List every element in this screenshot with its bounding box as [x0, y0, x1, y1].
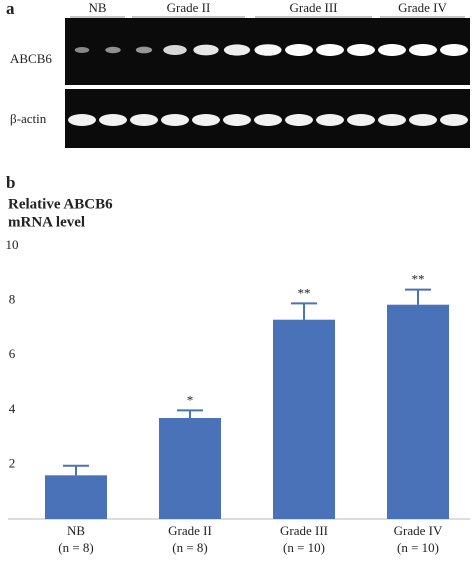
y-tick-label: 8 [9, 292, 16, 307]
x-tick-label: Grade II [168, 523, 212, 538]
group-label: Grade II [167, 0, 211, 15]
significance: ** [412, 272, 425, 287]
band [440, 44, 468, 56]
error-bar [291, 302, 317, 320]
band [99, 114, 127, 126]
band [105, 46, 121, 54]
group-label: Grade III [290, 0, 338, 15]
x-tick-note: (n = 10) [397, 540, 439, 555]
group-header-bg [132, 0, 245, 17]
band [130, 114, 158, 126]
group-header-bg [255, 0, 372, 17]
band [316, 114, 344, 126]
group-header-bg [380, 0, 465, 17]
bar [45, 475, 107, 519]
error-bar [63, 464, 89, 476]
band [316, 44, 344, 56]
band [440, 114, 468, 126]
x-tick-note: (n = 8) [172, 540, 208, 555]
band [223, 114, 251, 126]
x-tick-label: Grade III [280, 523, 328, 538]
significance: * [187, 392, 194, 407]
band [163, 45, 187, 55]
row-label: β-actin [10, 111, 47, 126]
band [192, 114, 220, 126]
band [378, 114, 406, 126]
group-label: NB [88, 0, 106, 15]
band [254, 44, 282, 56]
band [285, 114, 313, 126]
x-tick-note: (n = 8) [58, 540, 94, 555]
group-header-bg [70, 0, 125, 17]
y-tick-label: 6 [9, 346, 16, 361]
band [409, 114, 437, 126]
band [135, 46, 153, 54]
band [223, 44, 251, 56]
significance: ** [298, 285, 311, 300]
band [409, 44, 437, 56]
axis-title: mRNA level [8, 214, 85, 230]
row-label: ABCB6 [10, 51, 52, 66]
band [347, 114, 375, 126]
x-tick-label: NB [67, 523, 85, 538]
axis-title: Relative ABCB6 [8, 196, 113, 212]
bar [387, 304, 449, 519]
band [193, 44, 219, 56]
group-label: Grade IV [398, 0, 447, 15]
y-tick-label: 4 [9, 401, 16, 416]
error-bar [177, 409, 203, 418]
band [347, 44, 375, 56]
band [161, 114, 189, 126]
band [285, 44, 313, 56]
band [68, 114, 96, 126]
y-tick-label: 10 [6, 237, 19, 252]
x-tick-label: Grade IV [394, 523, 443, 538]
panel-label: a [6, 0, 15, 18]
x-tick-note: (n = 10) [283, 540, 325, 555]
panel-label: b [6, 173, 15, 192]
bar [159, 417, 221, 519]
band [378, 44, 406, 56]
band [254, 114, 282, 126]
error-bar [405, 288, 431, 305]
band [74, 47, 90, 53]
bar [273, 319, 335, 519]
y-tick-label: 2 [9, 455, 16, 470]
